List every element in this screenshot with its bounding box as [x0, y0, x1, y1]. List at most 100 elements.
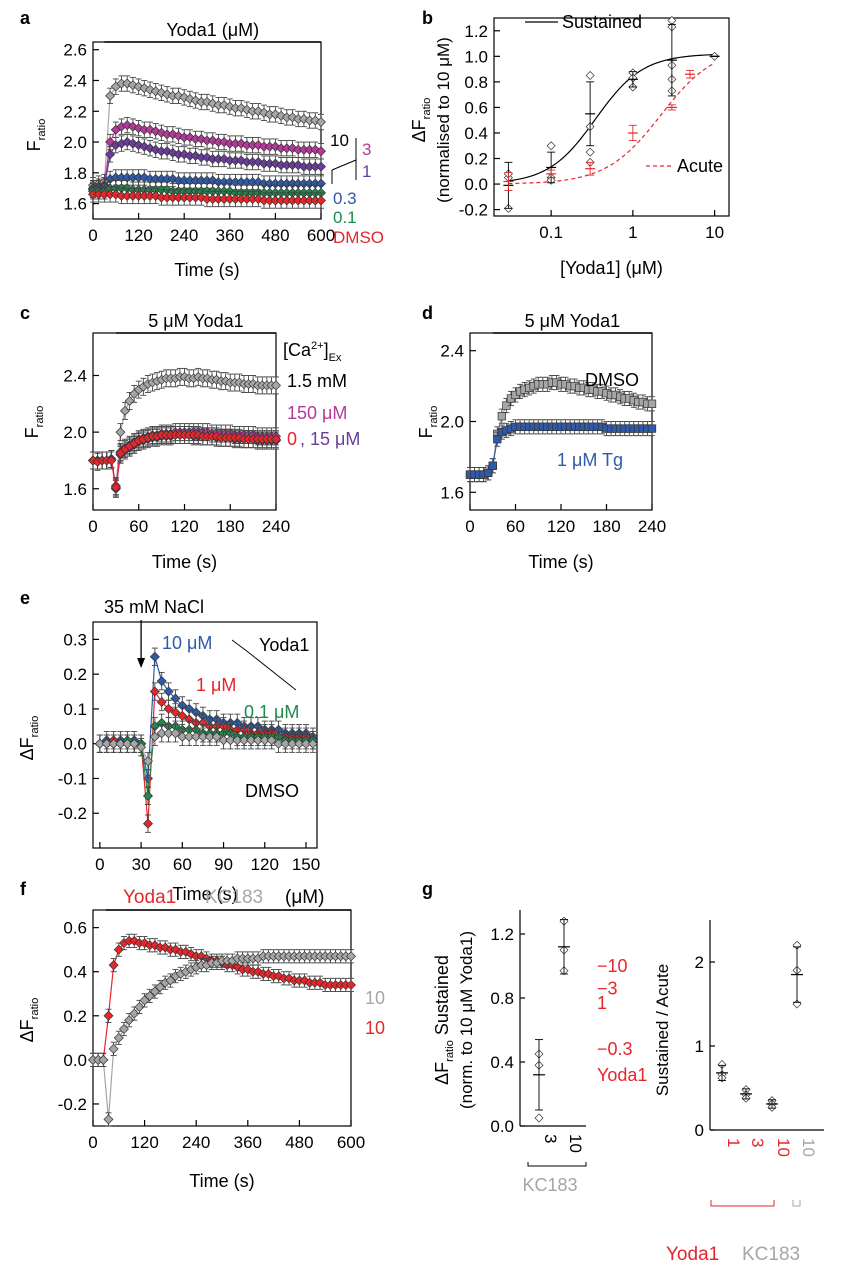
- x-tick-label: 240: [170, 226, 198, 245]
- data-point: [120, 405, 131, 416]
- axis-label-main: F: [24, 140, 44, 151]
- y-tick-label: 1.0: [464, 47, 488, 66]
- acute-fit-curve: [508, 62, 715, 185]
- legend-title-subscript: Ex: [329, 352, 342, 364]
- y-tick-label: 2.4: [440, 342, 464, 361]
- data-point: [149, 731, 160, 742]
- panel-letter-c: c: [20, 303, 30, 323]
- reference-label: −10: [597, 956, 628, 976]
- group-label-kc183: KC183: [742, 1244, 800, 1265]
- data-point: [108, 738, 119, 749]
- x-tick-label: 240: [262, 517, 290, 536]
- x-tick-label: 120: [547, 517, 575, 536]
- data-point: [271, 434, 281, 445]
- series-label-0-3: 0.3: [333, 189, 357, 208]
- data-point: [239, 735, 250, 746]
- axis-label-main: ΔF: [432, 1062, 452, 1085]
- y-axis-label: ΔFratio Sustained: [432, 955, 456, 1085]
- data-point: [108, 960, 119, 971]
- data-point: [115, 738, 126, 749]
- x-tick-label: 120: [251, 855, 279, 874]
- sustained-fit-curve: [508, 54, 715, 182]
- data-point: [316, 161, 326, 172]
- legend-acute: Acute: [677, 156, 723, 176]
- stimulus-label: 5 μM Yoda1: [525, 311, 620, 331]
- data-point: [346, 979, 356, 990]
- x-tick-label: 600: [337, 1133, 365, 1152]
- label-0-1-uM: 0.1 μM: [244, 702, 299, 722]
- y-tick-label: 0.3: [63, 630, 87, 649]
- data-point: [156, 696, 167, 707]
- data-point: [163, 728, 174, 739]
- data-point: [191, 731, 202, 742]
- data-point: [108, 1043, 119, 1054]
- y-tick-label: -0.1: [58, 769, 87, 788]
- data-point: [163, 686, 174, 697]
- x-tick-label: 0: [88, 1133, 97, 1152]
- y-tick-label: 2.6: [63, 41, 87, 60]
- data-point: [113, 944, 124, 955]
- y-tick-label: 0.1: [63, 700, 87, 719]
- y-tick-label: 0.8: [464, 73, 488, 92]
- x-tick-label: 150: [292, 855, 320, 874]
- data-point: [177, 710, 188, 721]
- legend-title-bracket: ]: [324, 340, 329, 360]
- y-tick-label: 0.2: [464, 150, 488, 169]
- label-connector: [231, 639, 297, 691]
- axis-label-subscript: ratio: [34, 406, 46, 428]
- legend-15-uM: , 15 μM: [300, 429, 360, 449]
- series-label-10: 10: [330, 131, 349, 150]
- data-point: [105, 90, 116, 101]
- group-label-yoda1: Yoda1: [666, 1244, 719, 1265]
- data-point: [94, 738, 105, 749]
- reference-label: Yoda1: [597, 1065, 647, 1085]
- y-tick-label: 0.0: [63, 1051, 87, 1070]
- data-point: [124, 1015, 135, 1026]
- arrow-label: 35 mM NaCl: [104, 597, 204, 617]
- label-yoda1-10: 10: [365, 1018, 385, 1038]
- data-point: [163, 703, 174, 714]
- x-tick-label: 480: [285, 1133, 313, 1152]
- data-point: [98, 1054, 109, 1065]
- data-point: [232, 735, 243, 746]
- x-tick-label: 480: [261, 226, 289, 245]
- data-point: [647, 424, 657, 433]
- data-point: [197, 731, 208, 742]
- panel-b-frame: [493, 17, 730, 217]
- data-point: [142, 756, 153, 767]
- axis-label-main: F: [416, 427, 436, 438]
- x-tick-label: 60: [129, 517, 148, 536]
- data-point: [129, 738, 140, 749]
- data-point: [316, 117, 326, 128]
- axis-label-main: ΔF: [17, 1019, 37, 1042]
- data-point: [316, 195, 326, 206]
- panel-letter-d: d: [422, 303, 433, 323]
- x-tick-label: 10: [705, 223, 724, 242]
- y-tick-label: 0.0: [63, 735, 87, 754]
- x-axis-label: [Yoda1] (μM): [560, 258, 663, 278]
- legend-title-main: [Ca: [283, 340, 312, 360]
- group-label: KC183: [522, 1175, 577, 1195]
- data-point: [170, 707, 181, 718]
- data-point: [647, 399, 657, 408]
- y-tick-label: 0.8: [490, 989, 514, 1008]
- x-axis-label: Time (s): [172, 884, 237, 904]
- yoda1-bracket: [710, 1200, 775, 1207]
- axis-label-main: ΔF: [409, 119, 429, 142]
- data-point: [129, 1008, 140, 1019]
- legend-sustained: Sustained: [562, 12, 642, 32]
- data-point: [280, 738, 291, 749]
- legend-title: [Ca2+]Ex: [283, 340, 342, 364]
- y-tick-label: 2.4: [63, 71, 87, 90]
- y-tick-label: 0.6: [63, 919, 87, 938]
- panel-letter-e: e: [20, 588, 30, 608]
- data-point: [118, 1024, 129, 1035]
- y-tick-label: 0.4: [63, 963, 87, 982]
- y-tick-label: -0.2: [58, 1095, 87, 1114]
- data-point: [301, 738, 312, 749]
- x-tick-label: 60: [173, 855, 192, 874]
- axis-label-main: F: [22, 427, 42, 438]
- y-tick-label: 2.0: [63, 133, 87, 152]
- legend-150-uM: 150 μM: [287, 403, 347, 423]
- label-bracket: [331, 159, 357, 171]
